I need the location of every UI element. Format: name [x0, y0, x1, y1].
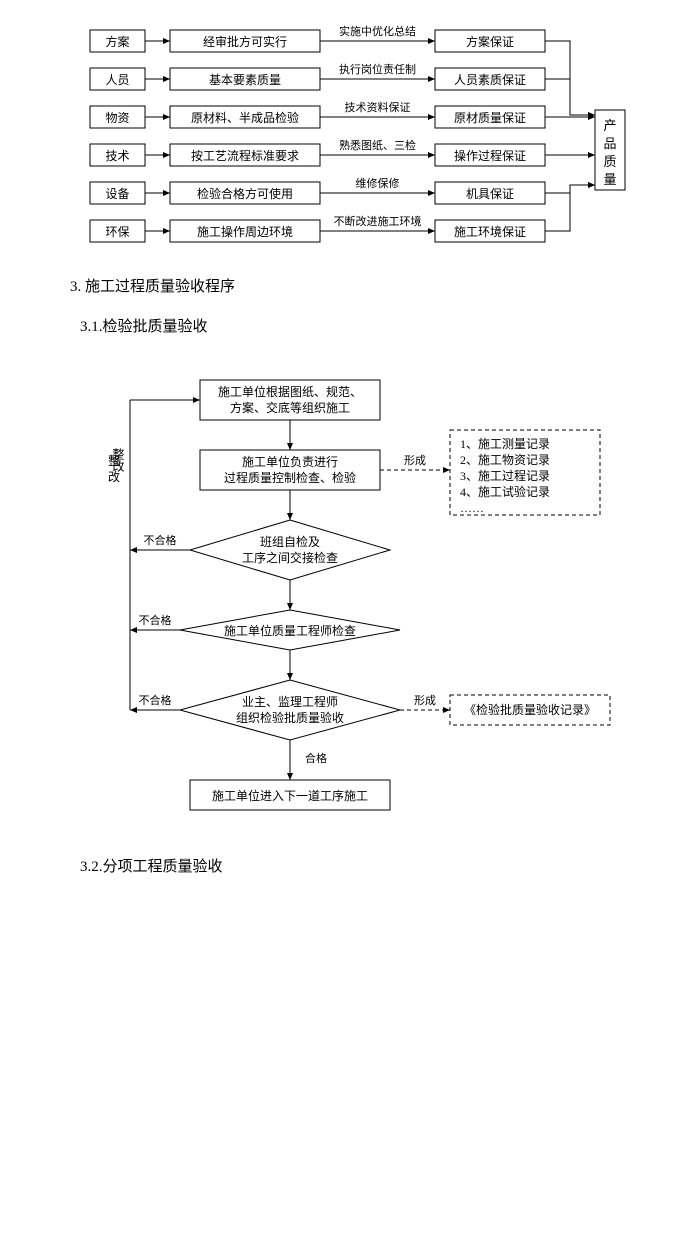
svg-text:设备: 设备 — [105, 187, 129, 201]
svg-text:改: 改 — [108, 470, 120, 484]
svg-text:合格: 合格 — [305, 751, 327, 765]
svg-text:不合格: 不合格 — [139, 693, 172, 707]
svg-text:操作过程保证: 操作过程保证 — [454, 148, 526, 163]
svg-text:施工单位进入下一道工序施工: 施工单位进入下一道工序施工 — [212, 788, 368, 803]
svg-text:施工单位质量工程师检查: 施工单位质量工程师检查 — [224, 623, 356, 638]
svg-text:工序之间交接检查: 工序之间交接检查 — [242, 550, 338, 565]
svg-text:3、施工过程记录: 3、施工过程记录 — [460, 468, 550, 483]
svg-text:原材料、半成品检验: 原材料、半成品检验 — [191, 110, 299, 125]
svg-text:不断改进施工环境: 不断改进施工环境 — [334, 214, 422, 228]
svg-text:组织检验批质量验收: 组织检验批质量验收 — [236, 710, 344, 725]
svg-text:质: 质 — [603, 154, 616, 169]
svg-text:按工艺流程标准要求: 按工艺流程标准要求 — [191, 148, 299, 163]
svg-text:不合格: 不合格 — [144, 533, 177, 547]
svg-text:施工环境保证: 施工环境保证 — [454, 224, 526, 239]
svg-text:熟悉图纸、三检: 熟悉图纸、三检 — [339, 138, 416, 152]
svg-text:不合格: 不合格 — [139, 613, 172, 627]
heading-3-2: 3.2.分项工程质量验收 — [80, 855, 223, 876]
svg-text:维修保修: 维修保修 — [356, 176, 400, 190]
svg-text:技术: 技术 — [105, 149, 129, 163]
svg-text:……: …… — [460, 501, 484, 515]
svg-text:2、施工物资记录: 2、施工物资记录 — [460, 453, 550, 467]
svg-text:品: 品 — [603, 136, 616, 151]
svg-text:原材质量保证: 原材质量保证 — [454, 111, 526, 125]
svg-text:基本要素质量: 基本要素质量 — [209, 73, 281, 87]
svg-text:4、施工试验记录: 4、施工试验记录 — [460, 484, 550, 499]
heading-3: 3. 施工过程质量验收程序 — [70, 275, 235, 296]
svg-text:施工单位负责进行: 施工单位负责进行 — [242, 454, 338, 469]
svg-text:《检验批质量验收记录》: 《检验批质量验收记录》 — [464, 702, 596, 717]
svg-text:人员: 人员 — [105, 73, 129, 87]
svg-text:产: 产 — [603, 118, 616, 133]
svg-text:施工操作周边环境: 施工操作周边环境 — [197, 224, 293, 239]
svg-text:执行岗位责任制: 执行岗位责任制 — [339, 62, 416, 76]
svg-text:物资: 物资 — [105, 111, 129, 125]
svg-text:经审批方可实行: 经审批方可实行 — [203, 34, 287, 49]
svg-text:形成: 形成 — [414, 694, 436, 707]
inspection-batch-flowchart: 施工单位根据图纸、规范、 方案、交底等组织施工 施工单位负责进行 过程质量控制检… — [0, 350, 690, 850]
svg-text:施工单位根据图纸、规范、: 施工单位根据图纸、规范、 — [218, 384, 362, 399]
svg-text:实施中优化总结: 实施中优化总结 — [339, 24, 416, 38]
svg-text:方案保证: 方案保证 — [466, 34, 514, 49]
svg-text:方案、交底等组织施工: 方案、交底等组织施工 — [230, 400, 350, 415]
svg-text:1、施工测量记录: 1、施工测量记录 — [460, 437, 550, 451]
svg-text:班组自检及: 班组自检及 — [260, 534, 320, 549]
svg-text:业主、监理工程师: 业主、监理工程师 — [242, 694, 338, 709]
svg-text:方案: 方案 — [105, 34, 129, 49]
svg-text:机具保证: 机具保证 — [466, 187, 514, 201]
svg-text:环保: 环保 — [105, 225, 129, 239]
heading-3-1: 3.1.检验批质量验收 — [80, 315, 208, 336]
svg-text:整: 整 — [108, 453, 120, 468]
svg-text:检验合格方可使用: 检验合格方可使用 — [197, 186, 293, 201]
svg-text:过程质量控制检查、检验: 过程质量控制检查、检验 — [224, 470, 356, 485]
svg-text:人员素质保证: 人员素质保证 — [454, 73, 526, 87]
quality-assurance-flowchart: 方案 经审批方可实行 实施中优化总结方案保证人员 基本要素质量 执行岗位责任制人员素质保… — [0, 0, 690, 260]
svg-text:形成: 形成 — [404, 454, 426, 467]
svg-text:技术资料保证: 技术资料保证 — [345, 100, 411, 114]
svg-text:量: 量 — [603, 172, 616, 187]
